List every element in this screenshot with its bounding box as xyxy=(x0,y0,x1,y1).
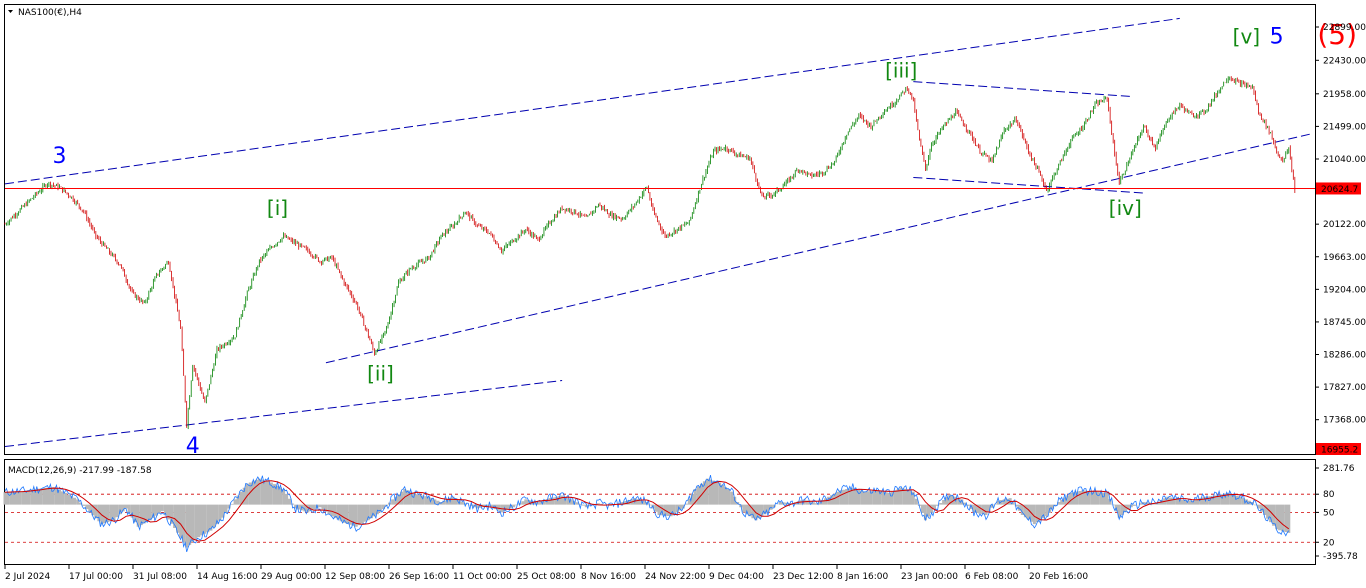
time-tick-label: 17 Jul 00:00 xyxy=(69,572,123,582)
time-tick-label: 14 Aug 16:00 xyxy=(197,572,258,582)
wave-label: (5) xyxy=(1317,18,1357,51)
candlestick-series xyxy=(4,76,1296,430)
macd-indicator xyxy=(3,474,1315,553)
price-tick-label: 21499.00 xyxy=(1323,122,1366,132)
time-tick-label: 23 Dec 12:00 xyxy=(773,572,834,582)
low-price-label: 16955.2 xyxy=(1321,446,1358,456)
symbol-label: NAS100(€),H4 xyxy=(18,8,82,18)
wave-label: [i] xyxy=(267,196,288,220)
macd-signal-line xyxy=(4,480,1290,542)
time-tick-label: 8 Nov 16:00 xyxy=(581,572,636,582)
wave-label: [v] xyxy=(1233,24,1260,48)
price-tick-label: 22899.00 xyxy=(1323,23,1366,33)
wave-label: [iv] xyxy=(1109,196,1142,220)
trend-line-triangle-top xyxy=(913,81,1132,98)
time-tick-label: 9 Dec 04:00 xyxy=(709,572,764,582)
trend-line-upper-channel xyxy=(4,17,1180,185)
price-tick-label: 20122.00 xyxy=(1323,220,1366,230)
time-tick-label: 12 Sep 08:00 xyxy=(325,572,385,582)
time-tick-label: 11 Oct 00:00 xyxy=(453,572,512,582)
macd-tick-label: -395.78 xyxy=(1323,552,1358,562)
macd-axis: 281.76 80 50 20 -395.78 xyxy=(1315,464,1358,562)
time-tick-label: 2 Jul 2024 xyxy=(5,572,50,582)
macd-tick-label: 50 xyxy=(1323,508,1335,518)
price-tick-label: 19663.00 xyxy=(1323,253,1366,263)
price-tick-label: 19204.00 xyxy=(1323,285,1366,295)
time-tick-label: 29 Aug 00:00 xyxy=(261,572,322,582)
price-axis: 22899.00 22430.00 21958.00 21499.00 21040.00… xyxy=(1315,23,1366,456)
wave-label: 4 xyxy=(186,434,200,459)
time-tick-label: 26 Sep 16:00 xyxy=(389,572,449,582)
time-tick-label: 25 Oct 08:00 xyxy=(517,572,576,582)
time-tick-label: 31 Jul 08:00 xyxy=(133,572,187,582)
macd-tick-label: 20 xyxy=(1323,538,1335,548)
trend-line-lower-channel-2-4 xyxy=(4,380,563,448)
trend-lines xyxy=(4,17,1314,448)
price-tick-label: 21958.00 xyxy=(1323,90,1366,100)
price-tick-label: 22430.00 xyxy=(1323,56,1366,66)
price-tick-label: 21040.00 xyxy=(1323,155,1366,165)
symbol-dropdown-icon[interactable] xyxy=(8,10,13,13)
time-tick-label: 8 Jan 16:00 xyxy=(837,572,889,582)
macd-main-line xyxy=(4,474,1290,553)
current-price-badge xyxy=(1316,182,1361,195)
wave-label: [iii] xyxy=(885,58,917,82)
time-axis: 2 Jul 2024 17 Jul 00:00 31 Jul 08:00 14 Aug… xyxy=(4,565,1088,582)
price-tick-label: 17368.00 xyxy=(1323,416,1366,426)
wave-labels: 3 4 [i] [ii] [iii] [iv] [v] 5 (5) xyxy=(53,18,1358,459)
wave-label: [ii] xyxy=(367,362,394,386)
low-price-badge xyxy=(1316,443,1361,455)
macd-tick-label: 80 xyxy=(1323,490,1335,500)
main-plot-frame xyxy=(4,4,1316,455)
time-tick-label: 6 Feb 08:00 xyxy=(965,572,1019,582)
current-price-label: 20624.7 xyxy=(1321,185,1358,195)
time-tick-label: 24 Nov 22:00 xyxy=(645,572,706,582)
macd-label: MACD(12,26,9) -217.99 -187.58 xyxy=(8,466,152,476)
macd-tick-label: 281.76 xyxy=(1323,464,1355,474)
wave-label: 3 xyxy=(53,144,67,169)
time-tick-label: 23 Jan 00:00 xyxy=(901,572,958,582)
price-tick-label: 18286.00 xyxy=(1323,351,1366,361)
price-tick-label: 17827.00 xyxy=(1323,383,1366,393)
price-tick-label: 18745.00 xyxy=(1323,318,1366,328)
time-tick-label: 20 Feb 16:00 xyxy=(1029,572,1088,582)
wave-label: 5 xyxy=(1270,24,1284,49)
